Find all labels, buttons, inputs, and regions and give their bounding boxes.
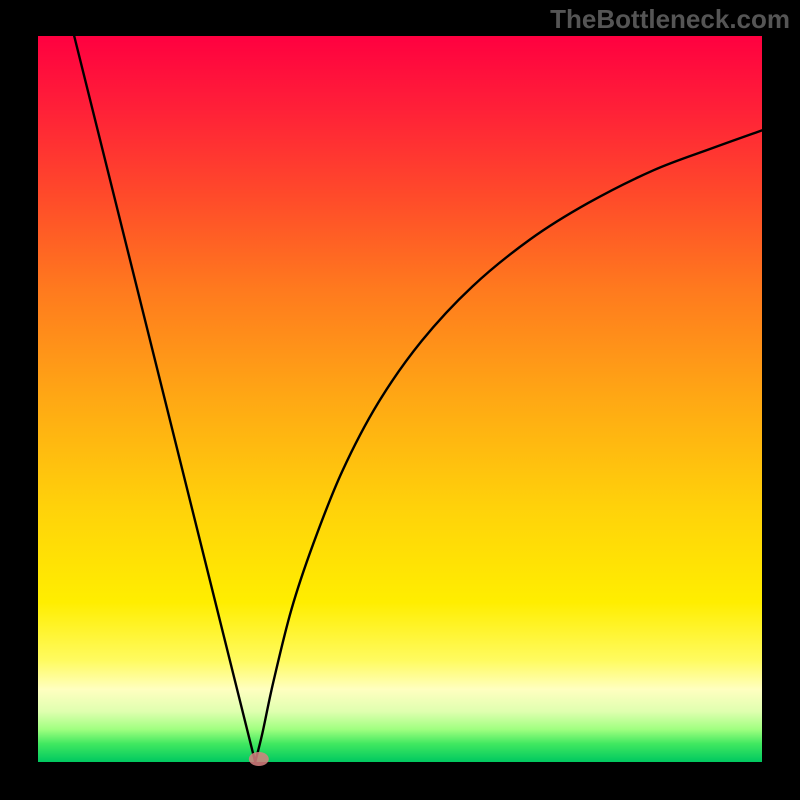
- chart-svg: [0, 0, 800, 800]
- chart-root: TheBottleneck.com: [0, 0, 800, 800]
- plot-area: [38, 36, 762, 762]
- min-marker: [249, 752, 269, 766]
